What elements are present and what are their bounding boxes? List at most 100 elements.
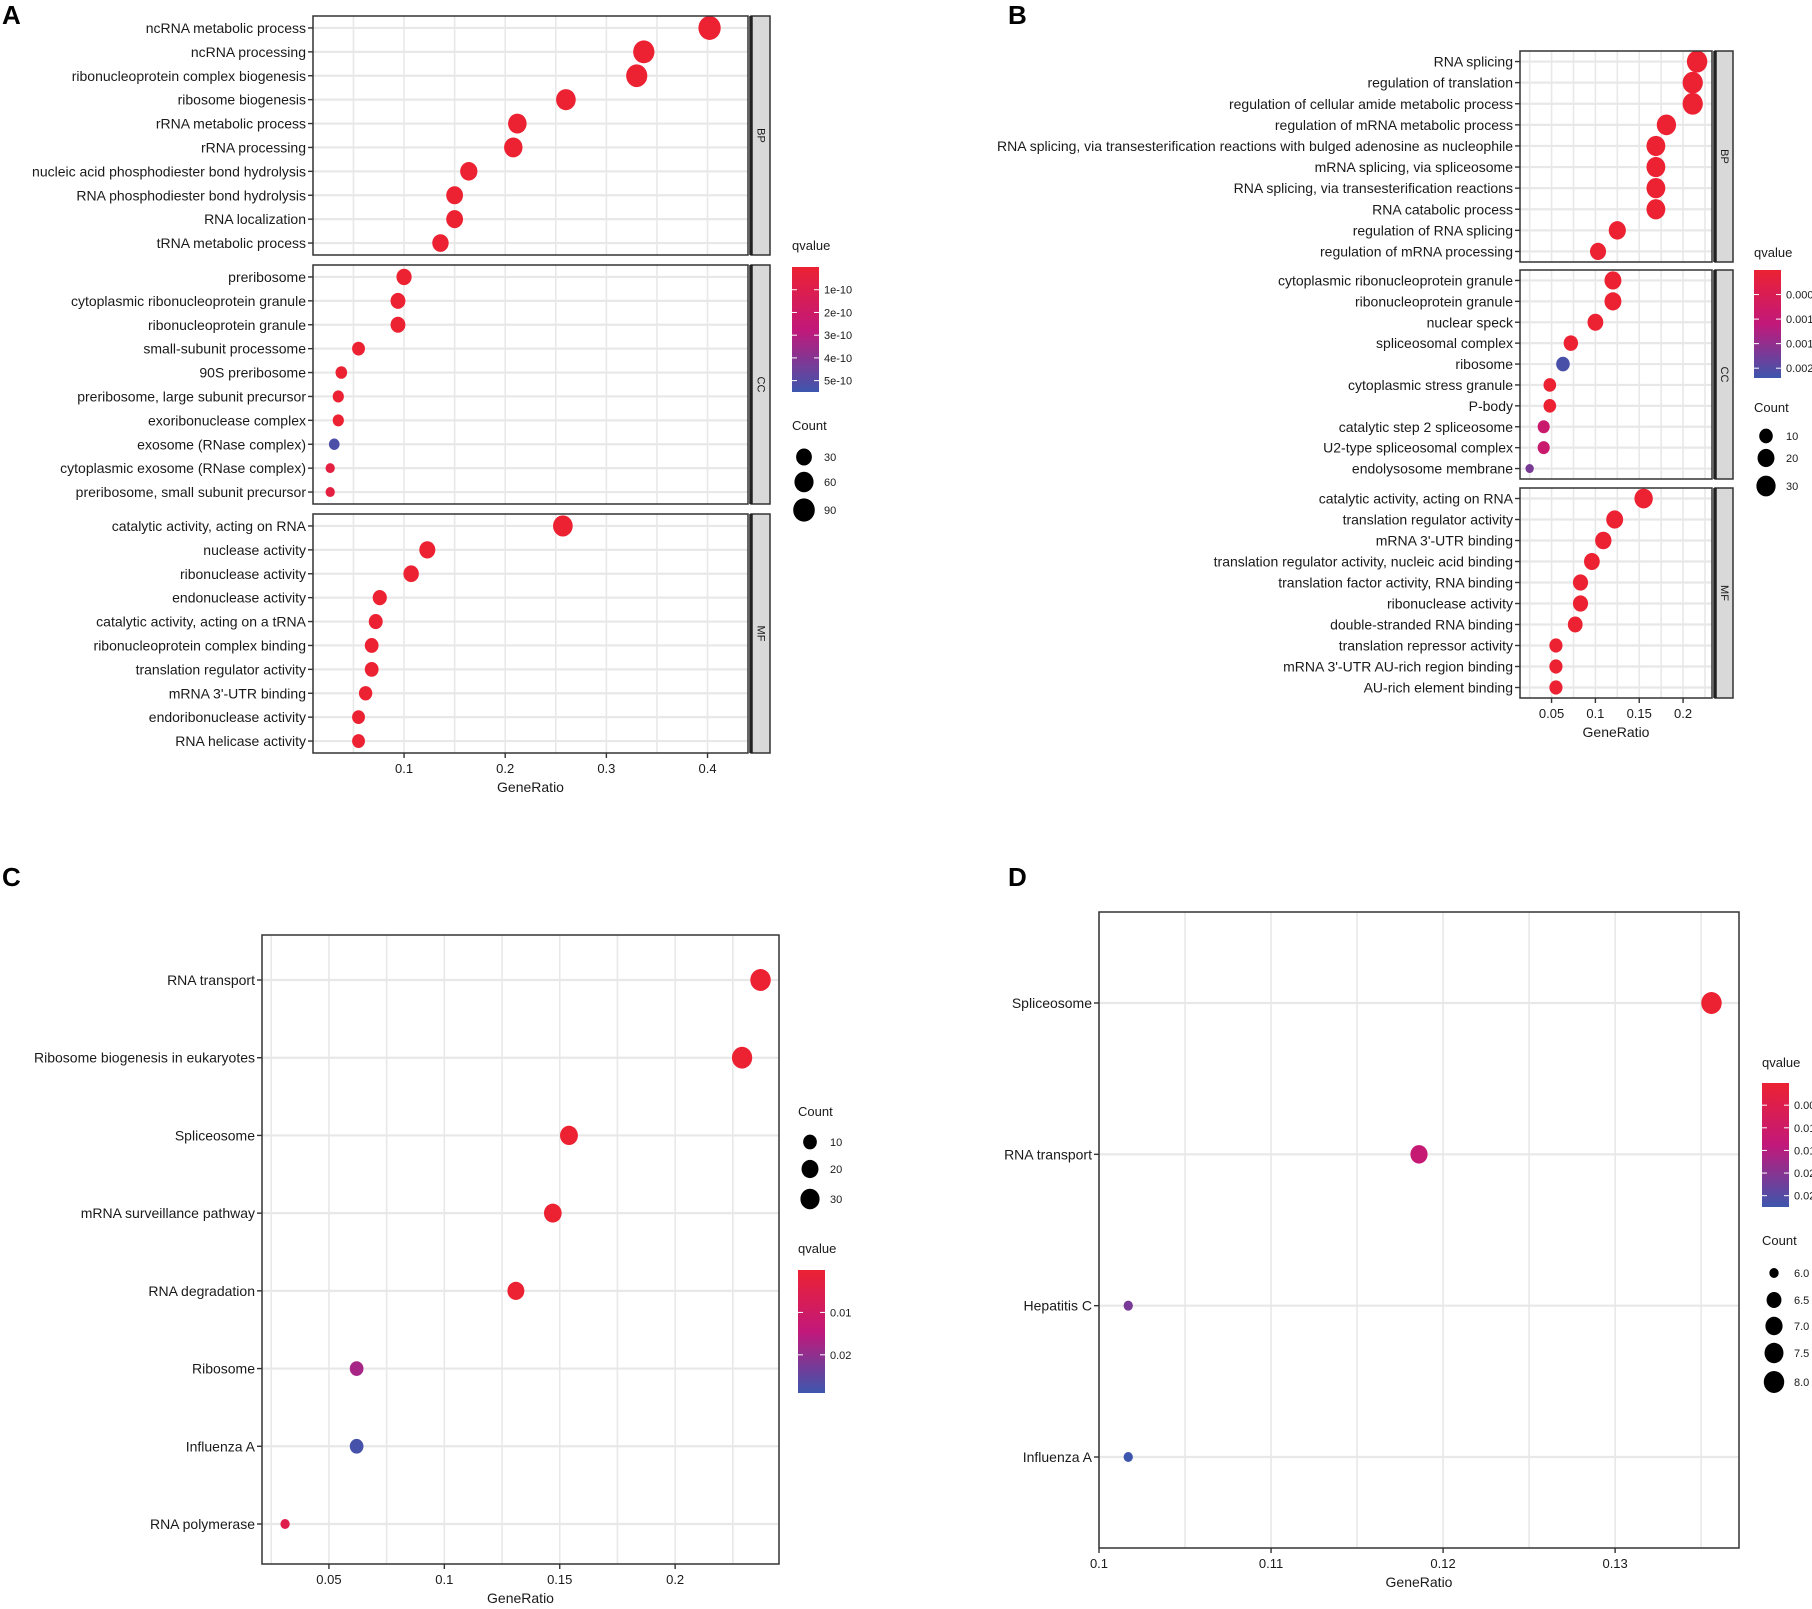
panel-a-term-label: tRNA metabolic process xyxy=(157,235,306,251)
panel-a-plot-frame xyxy=(312,264,749,505)
panel-b-term-label: translation factor activity, RNA binding xyxy=(1278,575,1513,591)
panel-a-dot xyxy=(368,614,383,630)
panel-a-term-label: catalytic activity, acting on a tRNA xyxy=(96,614,306,630)
panel-b-dot xyxy=(1606,510,1624,529)
panel-c-qvalue-tick-label: 0.01 xyxy=(830,1307,851,1319)
panel-b-dot xyxy=(1587,313,1604,331)
panel-a-term-label: endoribonuclease activity xyxy=(149,709,306,725)
panel-a-term-label: nucleic acid phosphodiester bond hydroly… xyxy=(32,163,306,179)
panel-b-count-legend-label: 10 xyxy=(1786,431,1798,443)
panel-b-dot xyxy=(1589,242,1607,261)
panel-b-term-label: catalytic activity, acting on RNA xyxy=(1319,491,1514,507)
panel-a-dot xyxy=(364,638,379,653)
panel-c-qvalue-legend-title: qvalue xyxy=(798,1241,836,1256)
panel-c-dot xyxy=(543,1203,562,1223)
panel-a-term-label: ribonucleoprotein complex binding xyxy=(94,637,306,653)
panel-b-term-label: ribonuclease activity xyxy=(1387,596,1513,612)
panel-b-dot xyxy=(1549,659,1563,674)
panel-a-qvalue-tick-label: 3e-10 xyxy=(824,330,852,342)
panel-b-qvalue-tick-label: 0.0015 xyxy=(1786,339,1812,351)
panel-b-term-label: regulation of RNA splicing xyxy=(1353,222,1513,238)
panel-a-term-label: preribosome xyxy=(228,269,306,285)
panel-c-dot xyxy=(731,1046,753,1069)
panel-b-qvalue-legend-title: qvalue xyxy=(1754,245,1792,260)
panel-a-term-label: cytoplasmic exosome (RNase complex) xyxy=(60,460,306,476)
panel-b-term-label: catalytic step 2 spliceosome xyxy=(1339,419,1514,435)
panel-b-count-legend-label: 20 xyxy=(1786,453,1798,465)
panel-b-term-label: RNA catabolic process xyxy=(1372,201,1513,217)
panel-a-term-label: RNA helicase activity xyxy=(175,733,306,749)
panel-c-term-label: Spliceosome xyxy=(175,1127,255,1143)
panel-c-dot xyxy=(280,1519,290,1529)
panel-a-dot xyxy=(446,186,464,205)
panel-a-term-label: rRNA processing xyxy=(201,139,306,155)
panel-d-x-tick-label: 0.11 xyxy=(1259,1556,1283,1571)
panel-d-count-legend-label: 7.5 xyxy=(1794,1348,1809,1360)
panel-a-dot xyxy=(460,162,478,181)
panel-a-dot xyxy=(352,710,365,725)
panel-d-qvalue-tick-label: 0.005 xyxy=(1794,1100,1812,1112)
panel-d-dot xyxy=(1410,1145,1428,1164)
panel-b-x-tick-label: 0.2 xyxy=(1674,706,1692,721)
panel-a-term-label: cytoplasmic ribonucleoprotein granule xyxy=(71,293,306,309)
panel-b-count-legend-dot xyxy=(1756,475,1776,497)
panel-b-count-legend-dot xyxy=(1757,448,1775,468)
panel-a-term-label: exosome (RNase complex) xyxy=(137,436,306,452)
panel-a-term-label: rRNA metabolic process xyxy=(156,116,306,132)
panel-a-dot xyxy=(396,268,412,286)
panel-a-plot-frame xyxy=(312,513,749,754)
panel-d-count-legend-title: Count xyxy=(1762,1233,1797,1248)
panel-d-qvalue-tick-label: 0.020 xyxy=(1794,1168,1812,1180)
panel-c-count-legend-dot xyxy=(801,1159,819,1179)
panel-b-dot xyxy=(1646,178,1666,199)
panel-c-x-tick-label: 0.2 xyxy=(666,1572,684,1587)
panel-b-dot xyxy=(1543,378,1557,392)
panel-a-count-legend-dot xyxy=(793,498,815,522)
panel-c-plot-frame xyxy=(261,934,780,1565)
panel-b-dot xyxy=(1537,420,1550,434)
panel-a-term-label: catalytic activity, acting on RNA xyxy=(112,518,307,534)
panel-b-term-label: double-stranded RNA binding xyxy=(1330,617,1513,633)
panel-c-term-label: Ribosome xyxy=(192,1361,255,1377)
panel-c-dot xyxy=(349,1361,364,1376)
panel-b-go-dotplot: RNA splicing regulation of translation reg… xyxy=(997,50,1812,740)
panel-c-count-legend-dot xyxy=(803,1134,817,1150)
panel-d-kegg-dotplot: Spliceosome RNA transport Hepatitis C Influ… xyxy=(1004,911,1812,1590)
panel-a-dot xyxy=(390,316,406,333)
panel-b-term-label: regulation of mRNA processing xyxy=(1320,243,1513,259)
panel-c-count-legend-dot xyxy=(800,1188,820,1210)
panel-a-x-tick-label: 0.1 xyxy=(395,761,413,776)
panel-c-x-axis-title: GeneRatio xyxy=(487,1590,554,1606)
panel-a-dot xyxy=(626,64,648,88)
panel-a-dot xyxy=(332,390,344,403)
panel-b-term-label: ribonucleoprotein granule xyxy=(1355,293,1513,309)
panel-d-count-legend-label: 8.0 xyxy=(1794,1377,1809,1389)
panel-a-dot xyxy=(328,438,340,450)
panel-a-term-label: ncRNA metabolic process xyxy=(146,20,306,36)
panel-b-dot xyxy=(1549,680,1563,695)
panel-c-count-legend-title: Count xyxy=(798,1104,833,1119)
panel-a-qvalue-tick-label: 1e-10 xyxy=(824,285,852,297)
panel-d-qvalue-tick-label: 0.015 xyxy=(1794,1145,1812,1157)
panel-b-dot xyxy=(1682,71,1703,94)
panel-a-facet-label-bp: BP xyxy=(755,128,767,143)
panel-label-d: D xyxy=(1008,862,1027,892)
panel-a-term-label: RNA phosphodiester bond hydrolysis xyxy=(76,187,306,203)
panel-a-term-label: mRNA 3'-UTR binding xyxy=(169,685,306,701)
panel-b-term-label: cytoplasmic ribonucleoprotein granule xyxy=(1278,272,1513,288)
panel-a-dot xyxy=(332,414,344,427)
panel-c-count-legend-label: 10 xyxy=(830,1137,842,1149)
panel-a-term-label: ribosome biogenesis xyxy=(178,92,306,108)
panel-a-dot xyxy=(633,40,655,64)
panel-a-term-label: ribonucleoprotein complex biogenesis xyxy=(72,68,306,84)
panel-c-term-label: RNA polymerase xyxy=(150,1516,255,1532)
panel-b-dot xyxy=(1549,638,1563,653)
panel-b-dot xyxy=(1686,50,1708,73)
panel-a-dot xyxy=(390,292,406,309)
panel-b-plot-frame xyxy=(1519,487,1713,699)
panel-a-term-label: exoribonuclease complex xyxy=(148,412,306,428)
panel-d-count-legend-dot xyxy=(1769,1268,1779,1278)
panel-a-plot-frame xyxy=(312,15,749,256)
panel-b-dot xyxy=(1563,335,1579,351)
panel-b-term-label: spliceosomal complex xyxy=(1376,335,1513,351)
